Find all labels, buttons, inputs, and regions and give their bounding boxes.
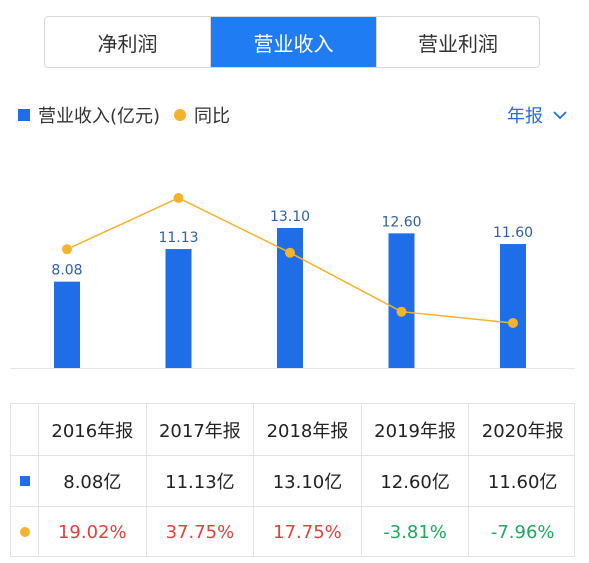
bar-value-label: 11.13: [158, 230, 198, 246]
table-header-cell: 2017年报: [145, 404, 254, 455]
bar-value-label: 8.08: [51, 263, 82, 279]
table-cell-yoy: -7.96%: [468, 507, 576, 557]
table-cell-yoy: 37.75%: [145, 507, 254, 557]
line-legend-label: 同比: [194, 106, 231, 127]
yoy-point: [173, 193, 184, 203]
revenue-bar: [54, 281, 80, 368]
table-cell-revenue: 12.60亿: [360, 456, 469, 506]
yoy-row-marker-cell: [11, 507, 38, 557]
table-header-cell: 2019年报: [360, 404, 469, 455]
yoy-point: [396, 306, 407, 317]
table-header-row: 2016年报 2017年报 2018年报 2019年报 2020年报: [11, 404, 574, 455]
revenue-bar: [388, 233, 415, 368]
table-row-revenue: 8.08亿 11.13亿 13.10亿 12.60亿 11.60亿: [11, 455, 574, 506]
table-cell-revenue: 8.08亿: [38, 456, 146, 506]
bar-legend-label: 营业收入(亿元): [38, 106, 161, 127]
table-cell-revenue: 13.10亿: [253, 456, 361, 506]
chevron-down-icon: [553, 110, 567, 119]
tab-operating-revenue[interactable]: 营业收入: [210, 17, 376, 67]
table-header-cell: 2020年报: [468, 404, 576, 455]
bar-value-label: 12.60: [381, 214, 421, 230]
table-header-cell: 2016年报: [38, 404, 146, 455]
revenue-row-marker-cell: [11, 456, 38, 506]
tab-net-profit[interactable]: 净利润: [97, 31, 158, 56]
bar-value-label: 13.10: [270, 209, 310, 225]
table-row-yoy: 19.02% 37.75% 17.75% -3.81% -7.96%: [11, 506, 574, 557]
chart-legend: 营业收入(亿元) 同比: [18, 102, 230, 128]
tab-operating-profit[interactable]: 营业利润: [376, 17, 539, 67]
yoy-point: [285, 247, 295, 258]
revenue-row-marker: [19, 476, 30, 486]
bar-legend-marker: [18, 109, 30, 121]
table-header-cell: 2018年报: [253, 404, 361, 455]
line-legend-marker: [174, 109, 187, 121]
table-cell-yoy: -3.81%: [360, 507, 469, 557]
period-selector[interactable]: 年报: [507, 102, 567, 128]
table-corner-cell: [11, 404, 38, 455]
period-selector-label: 年报: [507, 106, 543, 127]
table-cell-yoy: 19.02%: [38, 507, 146, 557]
revenue-bar: [165, 249, 192, 368]
revenue-chart: 8.08 11.13 13.10 12.60 11.60: [10, 193, 575, 369]
table-cell-revenue: 11.13亿: [145, 456, 254, 506]
data-table: 2016年报 2017年报 2018年报 2019年报 2020年报 8.08亿…: [10, 403, 575, 557]
bar-value-label: 11.60: [493, 225, 533, 241]
table-cell-yoy: 17.75%: [253, 507, 361, 557]
yoy-point: [508, 318, 518, 328]
yoy-point: [62, 244, 72, 255]
table-cell-revenue: 11.60亿: [468, 456, 576, 506]
yoy-row-marker: [19, 527, 30, 537]
metric-tabs: 净利润 营业收入 营业利润: [44, 16, 540, 68]
revenue-bar: [500, 244, 526, 368]
